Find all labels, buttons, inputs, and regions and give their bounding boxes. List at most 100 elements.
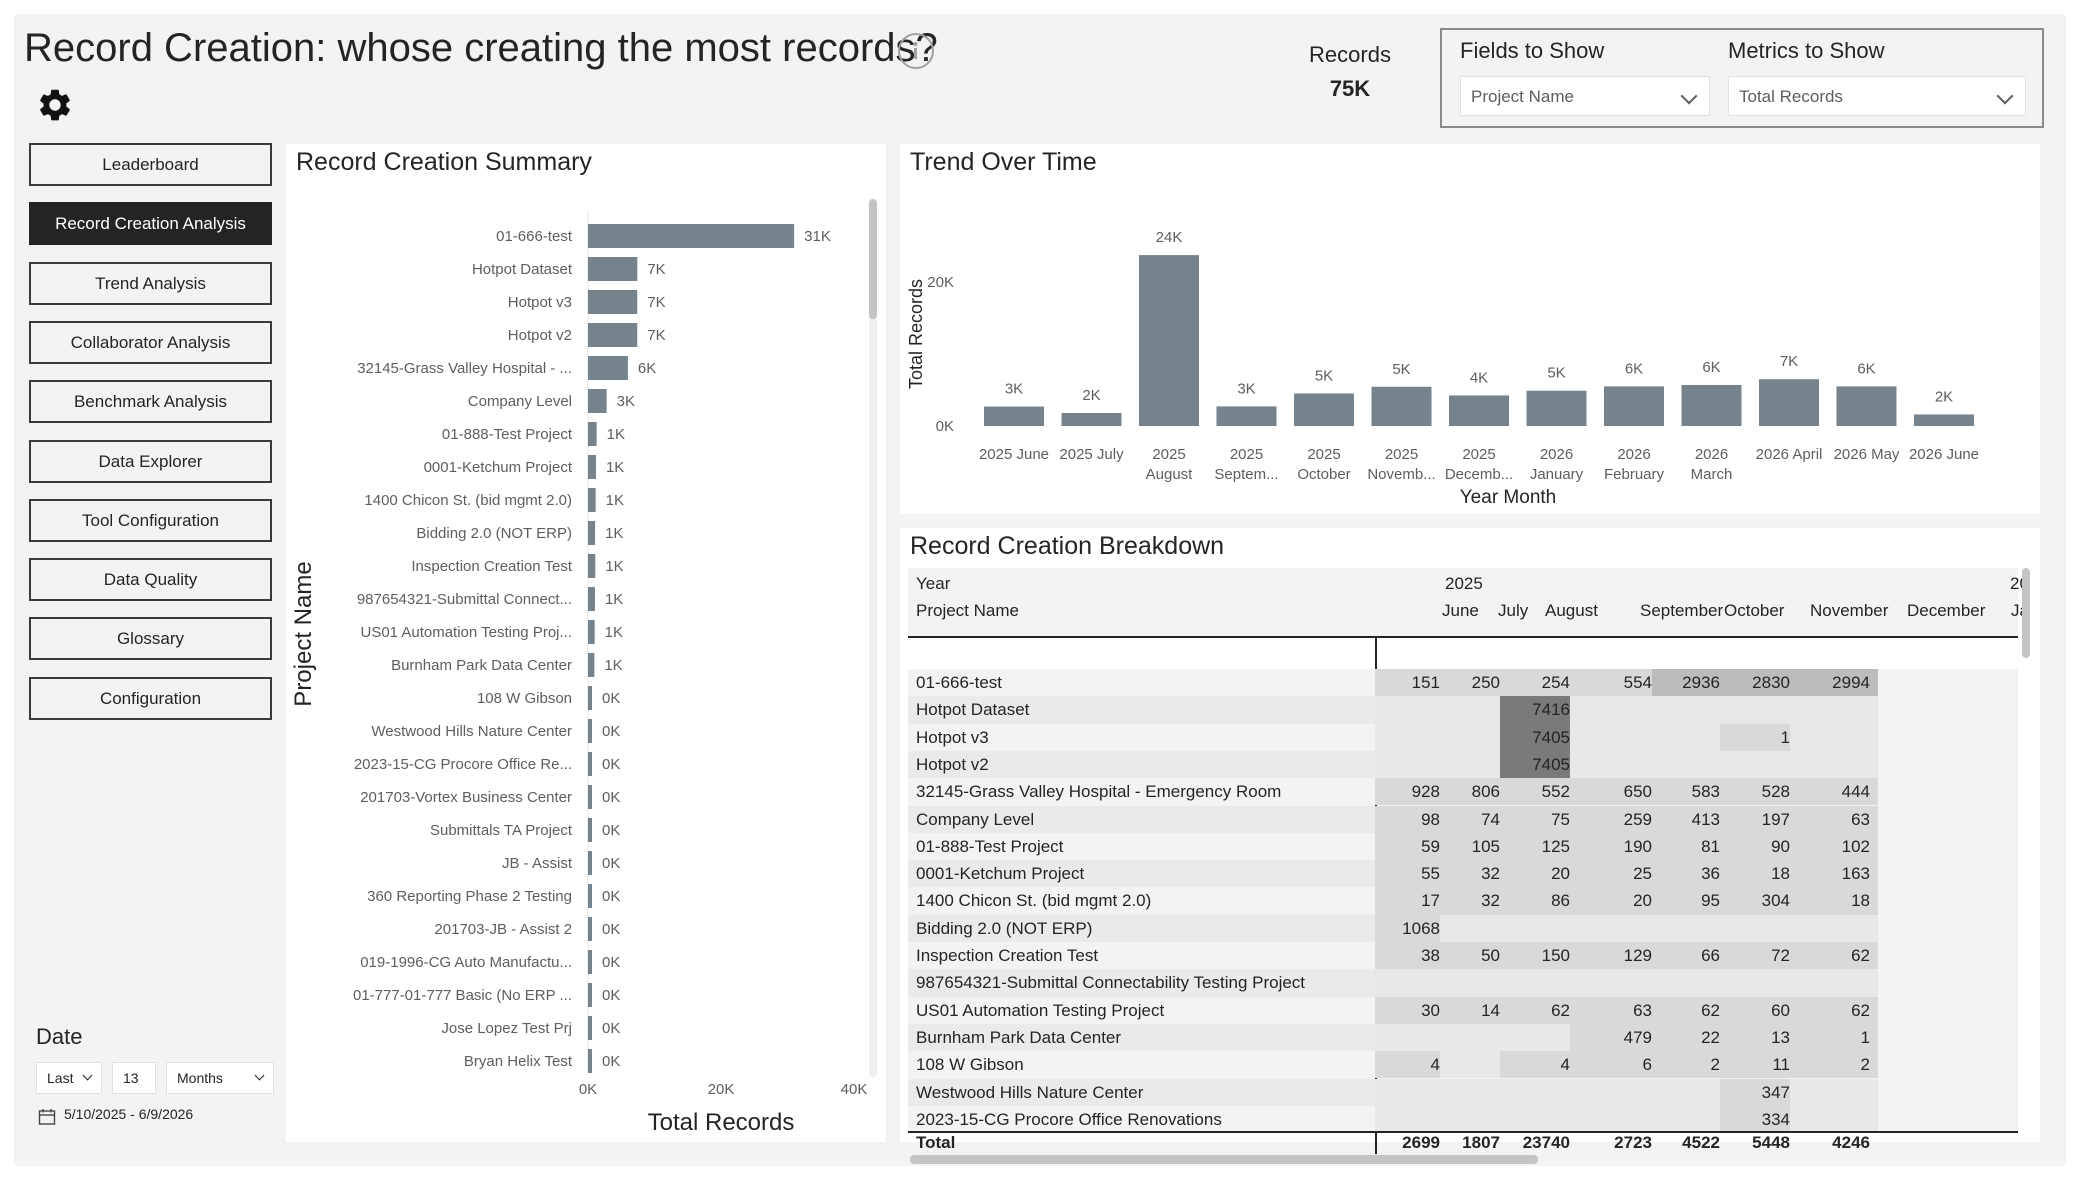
x-tick-label: 2025 [1152,446,1185,463]
table-row[interactable] [908,1051,1375,1079]
trend-bar[interactable] [1216,406,1277,426]
month-header: December [1907,601,1986,620]
table-row[interactable] [908,696,1375,724]
summary-bar-chart: 01-666-test 31K Hotpot Dataset 7K Hotpot v3 7… [290,199,877,1136]
table-row[interactable] [908,914,1375,942]
date-relative-dropdown[interactable]: Last [36,1062,102,1094]
trend-bar[interactable] [1371,386,1432,426]
summary-bar[interactable] [588,620,595,644]
vertical-scroll-thumb[interactable] [2022,568,2030,658]
nav-button-benchmark-analysis[interactable]: Benchmark Analysis [29,380,272,424]
nav-button-data-explorer[interactable]: Data Explorer [29,439,272,483]
x-tick-label: 2026 April [1756,446,1823,463]
summary-bar[interactable] [588,422,597,446]
value-cell: 650 [1623,782,1652,802]
nav-button-configuration[interactable]: Configuration [29,676,272,720]
summary-bar[interactable] [588,851,592,875]
summary-bar[interactable] [588,356,628,380]
value-cell-bg [1790,942,1878,970]
total-label: Total [916,1133,956,1153]
trend-bar[interactable] [1836,386,1897,426]
empty-cell [1570,750,1660,779]
summary-bar[interactable] [588,950,592,974]
summary-bar[interactable] [588,521,596,545]
trend-bar[interactable] [1604,386,1664,426]
summary-bar[interactable] [588,983,592,1007]
horizontal-scroll-thumb[interactable] [910,1155,1538,1165]
nav-button-tool-configuration[interactable]: Tool Configuration [29,498,272,542]
date-count-input[interactable]: 13 [112,1062,156,1094]
row-header: 0001-Ketchum Project [916,864,1085,884]
nav-button-record-creation-analysis[interactable]: Record Creation Analysis [29,202,272,246]
calendar-icon[interactable] [38,1108,56,1126]
summary-bar[interactable] [588,1049,592,1073]
summary-bar[interactable] [588,686,592,710]
nav-button-data-quality[interactable]: Data Quality [29,558,272,602]
value-cell-bg [1720,1051,1798,1079]
scroll-thumb[interactable] [869,199,877,319]
value-cell: 2994 [1832,673,1870,692]
table-row[interactable] [908,669,1375,697]
empty-cell [1720,914,1798,942]
nav-button-glossary[interactable]: Glossary [29,617,272,661]
summary-bar[interactable] [588,587,595,611]
table-row[interactable] [908,996,1375,1024]
table-row[interactable] [908,1105,1375,1134]
summary-bar[interactable] [588,884,592,908]
table-row[interactable] [908,750,1375,779]
summary-bar[interactable] [588,257,638,281]
nav-button-trend-analysis[interactable]: Trend Analysis [29,261,272,305]
table-row[interactable] [908,860,1375,888]
trend-bar[interactable] [1139,255,1199,426]
value-cell-bg [1720,942,1798,970]
nav-button-leaderboard[interactable]: Leaderboard [29,143,272,186]
summary-bar[interactable] [588,455,596,479]
summary-bar[interactable] [588,554,596,578]
value-cell: 250 [1471,673,1500,692]
summary-bar[interactable] [588,719,592,743]
trend-bar[interactable] [1759,379,1819,426]
table-row[interactable] [908,969,1375,997]
x-tick-label: 2025 June [979,446,1049,463]
value-cell: 30 [1421,1000,1440,1020]
category-label: 01-666-test [496,228,573,245]
scroll-track[interactable] [869,199,877,1077]
table-row[interactable] [908,805,1375,833]
trend-bar[interactable] [1061,412,1122,426]
summary-bar[interactable] [588,1016,592,1040]
table-row[interactable] [908,832,1375,861]
trend-bar[interactable] [1294,393,1354,426]
info-icon[interactable] [898,33,934,69]
date-unit-dropdown[interactable]: Months [166,1062,274,1094]
summary-bar[interactable] [588,224,795,248]
table-row[interactable] [908,778,1375,806]
trend-bar[interactable] [1681,384,1742,426]
summary-bar[interactable] [588,290,638,314]
table-row[interactable] [908,1078,1375,1106]
trend-bar[interactable] [984,406,1044,426]
summary-bar[interactable] [588,917,592,941]
summary-bar[interactable] [588,389,607,413]
empty-cell [1375,1023,1448,1052]
table-row[interactable] [908,723,1375,751]
summary-bar[interactable] [588,653,595,677]
trend-bar[interactable] [1526,390,1587,426]
table-row[interactable] [908,887,1375,915]
x-tick-label: August [1146,466,1194,483]
summary-bar[interactable] [588,818,592,842]
summary-bar[interactable] [588,323,638,347]
fields-dropdown[interactable]: Project Name [1460,76,1710,116]
table-row[interactable] [908,1023,1375,1052]
nav-button-collaborator-analysis[interactable]: Collaborator Analysis [29,320,272,364]
x-tick-label: 2025 [1307,446,1340,463]
table-row[interactable] [908,942,1375,970]
empty-cell [1720,750,1798,779]
gear-icon[interactable] [36,86,74,124]
summary-bar[interactable] [588,488,596,512]
metrics-dropdown[interactable]: Total Records [1728,76,2026,116]
summary-bar[interactable] [588,785,592,809]
trend-bar[interactable] [1914,414,1974,426]
trend-bar[interactable] [1449,395,1509,426]
value-cell-bg [1375,942,1448,970]
summary-bar[interactable] [588,752,592,776]
